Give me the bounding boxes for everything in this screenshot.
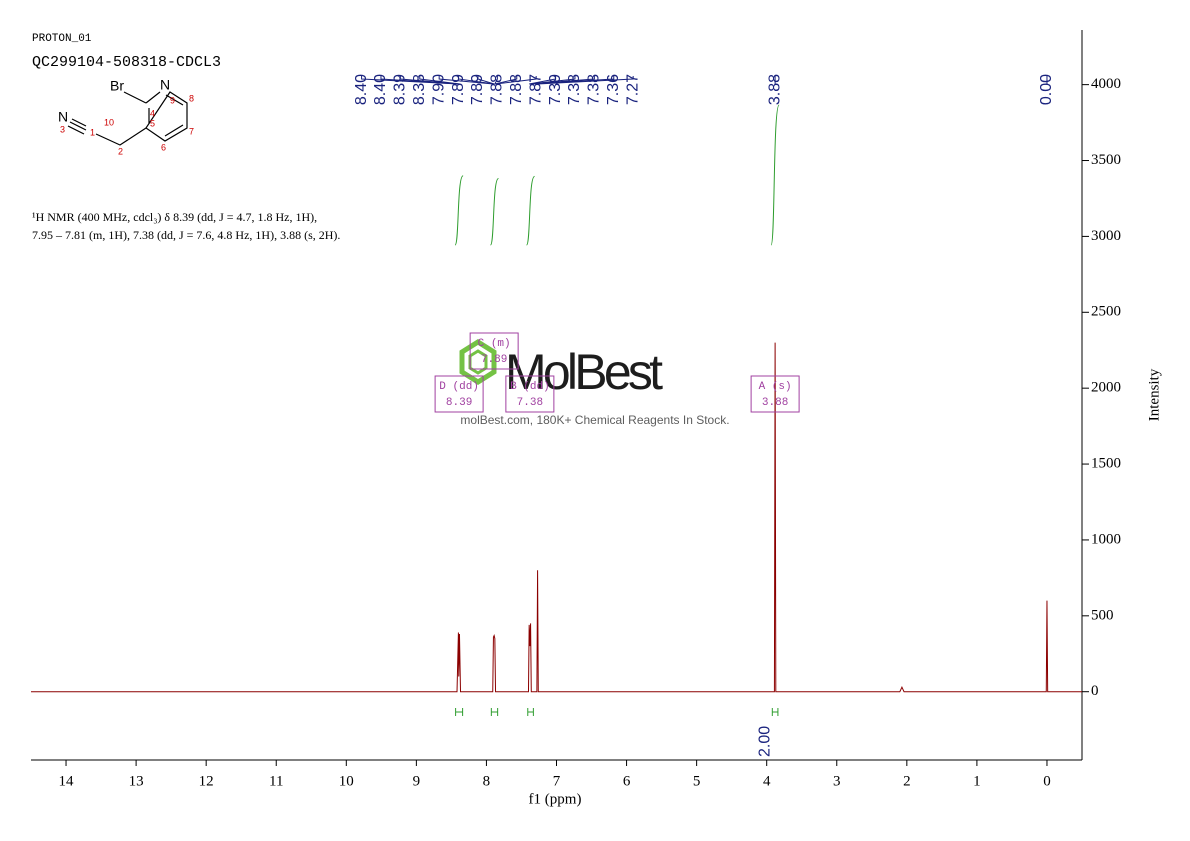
peak-label: 7.36	[605, 74, 622, 105]
description: ¹H NMR (400 MHz, cdcl₃) δ 8.39 (dd, J = …	[32, 210, 317, 224]
peak-label: 8.39	[392, 74, 409, 105]
integral-bracket	[771, 708, 779, 716]
brand: MolBest	[505, 344, 663, 400]
description: 7.95 – 7.81 (m, 1H), 7.38 (dd, J = 7.6, …	[32, 228, 340, 242]
peak-label: 3.88	[766, 74, 783, 105]
atom-number: 5	[150, 118, 155, 128]
peak-connector	[419, 76, 460, 85]
x-tick-label: 8	[483, 773, 491, 789]
atom-number: 4	[150, 108, 155, 118]
x-tick-label: 12	[199, 773, 214, 789]
integral-bracket	[527, 708, 534, 716]
peak-connector	[399, 76, 460, 85]
atom-number: 2	[118, 146, 123, 156]
y-tick-label: 500	[1091, 607, 1114, 623]
spectrum-line	[31, 342, 1082, 693]
x-tick-label: 11	[269, 773, 283, 789]
peak-label: 7.90	[430, 74, 447, 105]
integral-curve	[770, 104, 780, 246]
peak-connector	[438, 76, 494, 85]
y-tick-label: 4000	[1091, 76, 1121, 92]
peak-label: 8.38	[411, 74, 428, 105]
experiment: PROTON_01	[32, 33, 92, 45]
y-axis-label: Intensity	[1146, 368, 1162, 421]
x-tick-label: 7	[553, 773, 561, 789]
structure	[67, 91, 188, 146]
peak-connector	[531, 76, 615, 85]
integral-curve	[454, 175, 464, 246]
peak-connector	[494, 76, 518, 85]
peak-connector	[380, 76, 459, 85]
peak-connector	[494, 76, 498, 85]
atom-number: 10	[104, 117, 114, 127]
x-tick-label: 9	[413, 773, 421, 789]
peak-connector	[495, 76, 537, 85]
y-tick-label: 2500	[1091, 304, 1121, 320]
multiplet-shift: 7.38	[517, 397, 543, 409]
watermark: MolBest molBest.com, 180K+ Chemical Reag…	[459, 339, 730, 427]
integral-bracket	[455, 708, 464, 716]
multiplet-name: B (dd)	[510, 381, 550, 393]
multiplet-name: A (s)	[759, 381, 792, 393]
tagline: molBest.com, 180K+ Chemical Reagents In …	[460, 413, 729, 427]
x-tick-label: 5	[693, 773, 701, 789]
integral-curve	[526, 175, 536, 246]
atom-number: 8	[189, 93, 194, 103]
sample: QC299104-508318-CDCL3	[32, 54, 221, 71]
y-tick-label: 3000	[1091, 228, 1121, 244]
y-tick-label: 2000	[1091, 380, 1121, 396]
x-tick-label: 2	[903, 773, 911, 789]
atom-number: 6	[161, 142, 166, 152]
peak-connector	[477, 76, 495, 85]
atom: N	[160, 77, 170, 93]
peak-connector	[529, 76, 557, 85]
multiplet-shift: 8.39	[446, 397, 472, 409]
multiplet-box	[750, 375, 800, 413]
atom-number: 7	[189, 126, 194, 136]
multiplet-box	[505, 375, 555, 413]
x-tick-label: 6	[623, 773, 631, 789]
peak-label: 7.89	[450, 74, 467, 105]
multiplet-name: D (dd)	[439, 381, 479, 393]
integral-bracket	[490, 708, 499, 716]
atom-number: 9	[170, 95, 175, 105]
multiplet-box	[434, 375, 484, 413]
atom-number: 1	[90, 127, 95, 137]
x-tick-label: 10	[339, 773, 354, 789]
y-tick-label: 1000	[1091, 531, 1121, 547]
peak-label: 8.40	[353, 74, 370, 105]
x-tick-label: 4	[763, 773, 771, 789]
bonds	[67, 91, 188, 146]
peak-label: 0.00	[1038, 74, 1055, 105]
y-tick-label: 1500	[1091, 455, 1121, 471]
integral-curve	[490, 178, 499, 246]
atom: Br	[110, 78, 124, 94]
atom-number: 3	[60, 124, 65, 134]
peak-connector	[537, 76, 634, 85]
x-tick-label: 0	[1043, 773, 1051, 789]
y-tick-label: 3500	[1091, 152, 1121, 168]
x-tick-label: 14	[59, 773, 75, 789]
x-tick-label: 1	[973, 773, 981, 789]
multiplet-box	[469, 332, 519, 370]
multiplet-name: C (m)	[478, 338, 511, 350]
multiplet-shift: 3.88	[762, 397, 788, 409]
logo	[459, 339, 497, 385]
y-tick-label: 0	[1091, 683, 1099, 699]
peak-label: 7.27	[624, 74, 641, 105]
multiplet-shift: 7.89	[481, 354, 507, 366]
peak-label: 8.40	[372, 74, 389, 105]
x-tick-label: 3	[833, 773, 841, 789]
peak-label: 7.89	[469, 74, 486, 105]
peak-connector	[458, 76, 495, 85]
x-tick-label: 13	[129, 773, 144, 789]
integral-label: 2.00	[756, 726, 773, 757]
x-axis-label: f1 (ppm)	[529, 791, 582, 807]
atom: N	[58, 109, 68, 125]
peak-label: 7.88	[489, 74, 506, 105]
